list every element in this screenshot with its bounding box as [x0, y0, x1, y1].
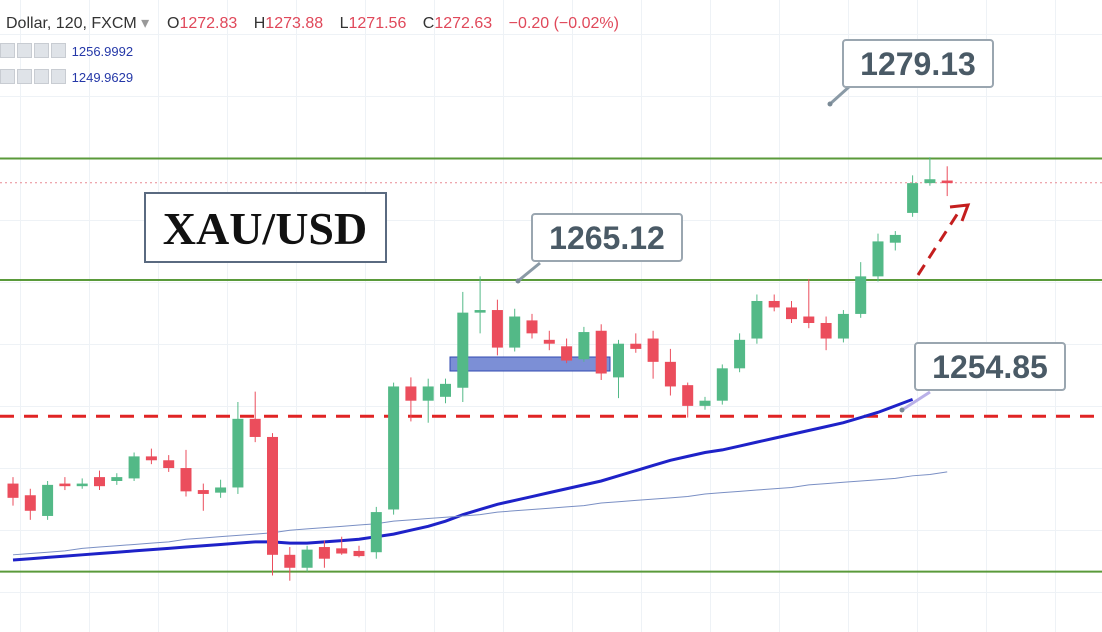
indicator-row: 1249.9629	[0, 69, 133, 85]
candle-body	[284, 554, 296, 568]
candle-body	[301, 549, 313, 568]
indicator-value: 1256.9992	[71, 44, 134, 59]
candle-body	[526, 320, 538, 334]
candle-body	[924, 179, 936, 184]
candle-body	[267, 436, 278, 555]
close: 1272.63	[434, 15, 493, 32]
callout-box	[531, 213, 683, 262]
candle-body	[543, 339, 555, 344]
low: 1271.56	[348, 15, 407, 32]
high: 1273.88	[265, 15, 324, 32]
candle-body	[440, 383, 451, 397]
callout-anchor	[515, 278, 521, 284]
indicator-value: 1249.9629	[71, 70, 134, 85]
candle-body	[249, 418, 261, 437]
arrow	[916, 212, 960, 276]
candle-body	[422, 386, 434, 401]
callout-label: 1254.85	[932, 349, 1048, 385]
candle-body	[734, 339, 746, 369]
l-label: L	[339, 15, 349, 32]
candle-body	[197, 490, 209, 494]
title-box	[144, 192, 387, 263]
candle-body	[613, 343, 624, 378]
candle-body	[561, 346, 573, 361]
h-label: H	[253, 15, 266, 32]
candle-body	[837, 313, 849, 339]
candle-body	[699, 400, 711, 406]
candle-body	[336, 548, 348, 554]
candle-body	[180, 468, 192, 492]
candle-body	[405, 386, 417, 401]
candle-body	[768, 300, 780, 308]
candle-body	[318, 547, 330, 559]
candle-body	[820, 322, 832, 339]
chart-title: XAU/USD	[163, 203, 367, 254]
candle-body	[595, 330, 607, 374]
moving-average	[12, 397, 914, 562]
candle-body	[664, 361, 676, 387]
candle-body	[803, 316, 815, 323]
candle-body	[941, 180, 953, 184]
moving-average	[12, 471, 948, 556]
callout-box	[842, 39, 994, 88]
change: −0.20 (−0.02%)	[508, 15, 619, 32]
candle-body	[145, 456, 157, 461]
callout-anchor	[827, 101, 833, 107]
arrow-head	[949, 203, 971, 222]
candle-body	[872, 241, 884, 277]
candle-body	[474, 310, 486, 313]
candle-body	[59, 483, 71, 487]
candle-body	[716, 368, 728, 401]
c-label: C	[422, 15, 435, 32]
candle-body	[786, 307, 797, 320]
callout-label: 1279.13	[860, 46, 976, 82]
callout-pointer	[828, 84, 852, 106]
candle-body	[353, 550, 365, 557]
callout-pointer	[517, 261, 541, 283]
candle-body	[578, 332, 590, 360]
candle-body	[751, 300, 763, 339]
symbol-header: Dollar, 120, FXCM ▾ O1272.83 H1273.88 L1…	[6, 15, 619, 32]
candle-body	[907, 183, 919, 213]
candle-body	[128, 456, 140, 479]
candle-body	[215, 487, 227, 493]
candle-body	[76, 483, 88, 487]
o-label: O	[166, 15, 180, 32]
candle-body	[682, 385, 694, 406]
callout-anchor	[899, 407, 905, 413]
candle-body	[42, 484, 54, 516]
symbol: Dollar, 120, FXCM	[6, 15, 137, 32]
candle-body	[370, 512, 382, 553]
candle-body	[7, 483, 19, 498]
candle-body	[94, 477, 105, 487]
candle-body	[457, 312, 469, 388]
candle-body	[163, 460, 175, 469]
callout-label: 1265.12	[549, 220, 665, 256]
candle-body	[232, 418, 244, 488]
callout-pointer	[901, 390, 931, 412]
candle-body	[630, 343, 642, 349]
candle-body	[111, 477, 123, 481]
candle-body	[24, 495, 36, 511]
candle-body	[647, 338, 659, 362]
candle-body	[889, 234, 901, 243]
open: 1272.83	[179, 15, 238, 32]
candle-body	[509, 316, 521, 348]
indicator-row: 1256.9992	[0, 43, 133, 59]
callout-box	[914, 342, 1066, 391]
candle-body	[491, 310, 503, 348]
candle-body	[388, 386, 400, 510]
candle-body	[855, 276, 867, 314]
